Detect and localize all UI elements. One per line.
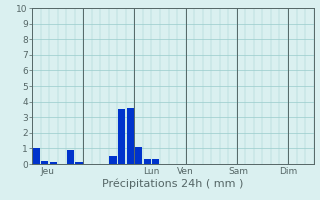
- Bar: [126, 108, 134, 164]
- Bar: [144, 159, 151, 164]
- Bar: [135, 147, 142, 164]
- Bar: [50, 162, 57, 164]
- Bar: [41, 161, 48, 164]
- Bar: [75, 162, 83, 164]
- Bar: [33, 148, 40, 164]
- X-axis label: Précipitations 24h ( mm ): Précipitations 24h ( mm ): [102, 179, 244, 189]
- Bar: [152, 159, 159, 164]
- Bar: [109, 156, 117, 164]
- Bar: [118, 109, 125, 164]
- Bar: [67, 150, 74, 164]
